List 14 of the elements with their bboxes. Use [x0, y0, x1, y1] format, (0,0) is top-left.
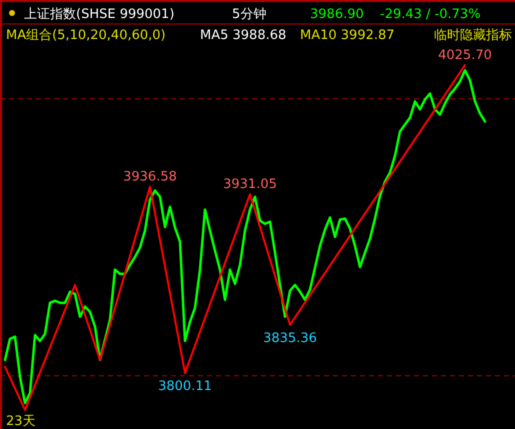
data-label: 3800.11 — [158, 378, 212, 394]
data-label: 4025.70 — [438, 48, 492, 63]
text: MA10 3992.87 — [300, 28, 395, 43]
chart-subtitle: 5分钟 — [232, 7, 266, 22]
data-label: 3835.36 — [263, 330, 317, 346]
text: 23天 — [6, 414, 36, 429]
text: MA5 3988.68 — [200, 28, 286, 43]
text: -29.43 / -0.73% — [380, 7, 481, 22]
text: 临时隐藏指标 — [434, 28, 512, 43]
chart-title: 上证指数(SHSE 999001) — [24, 7, 174, 22]
data-label: 3936.58 — [123, 170, 177, 185]
data-label: 3931.05 — [223, 177, 277, 192]
text: MA组合(5,10,20,40,60,0) — [6, 28, 166, 43]
text: 3986.90 — [310, 7, 364, 22]
